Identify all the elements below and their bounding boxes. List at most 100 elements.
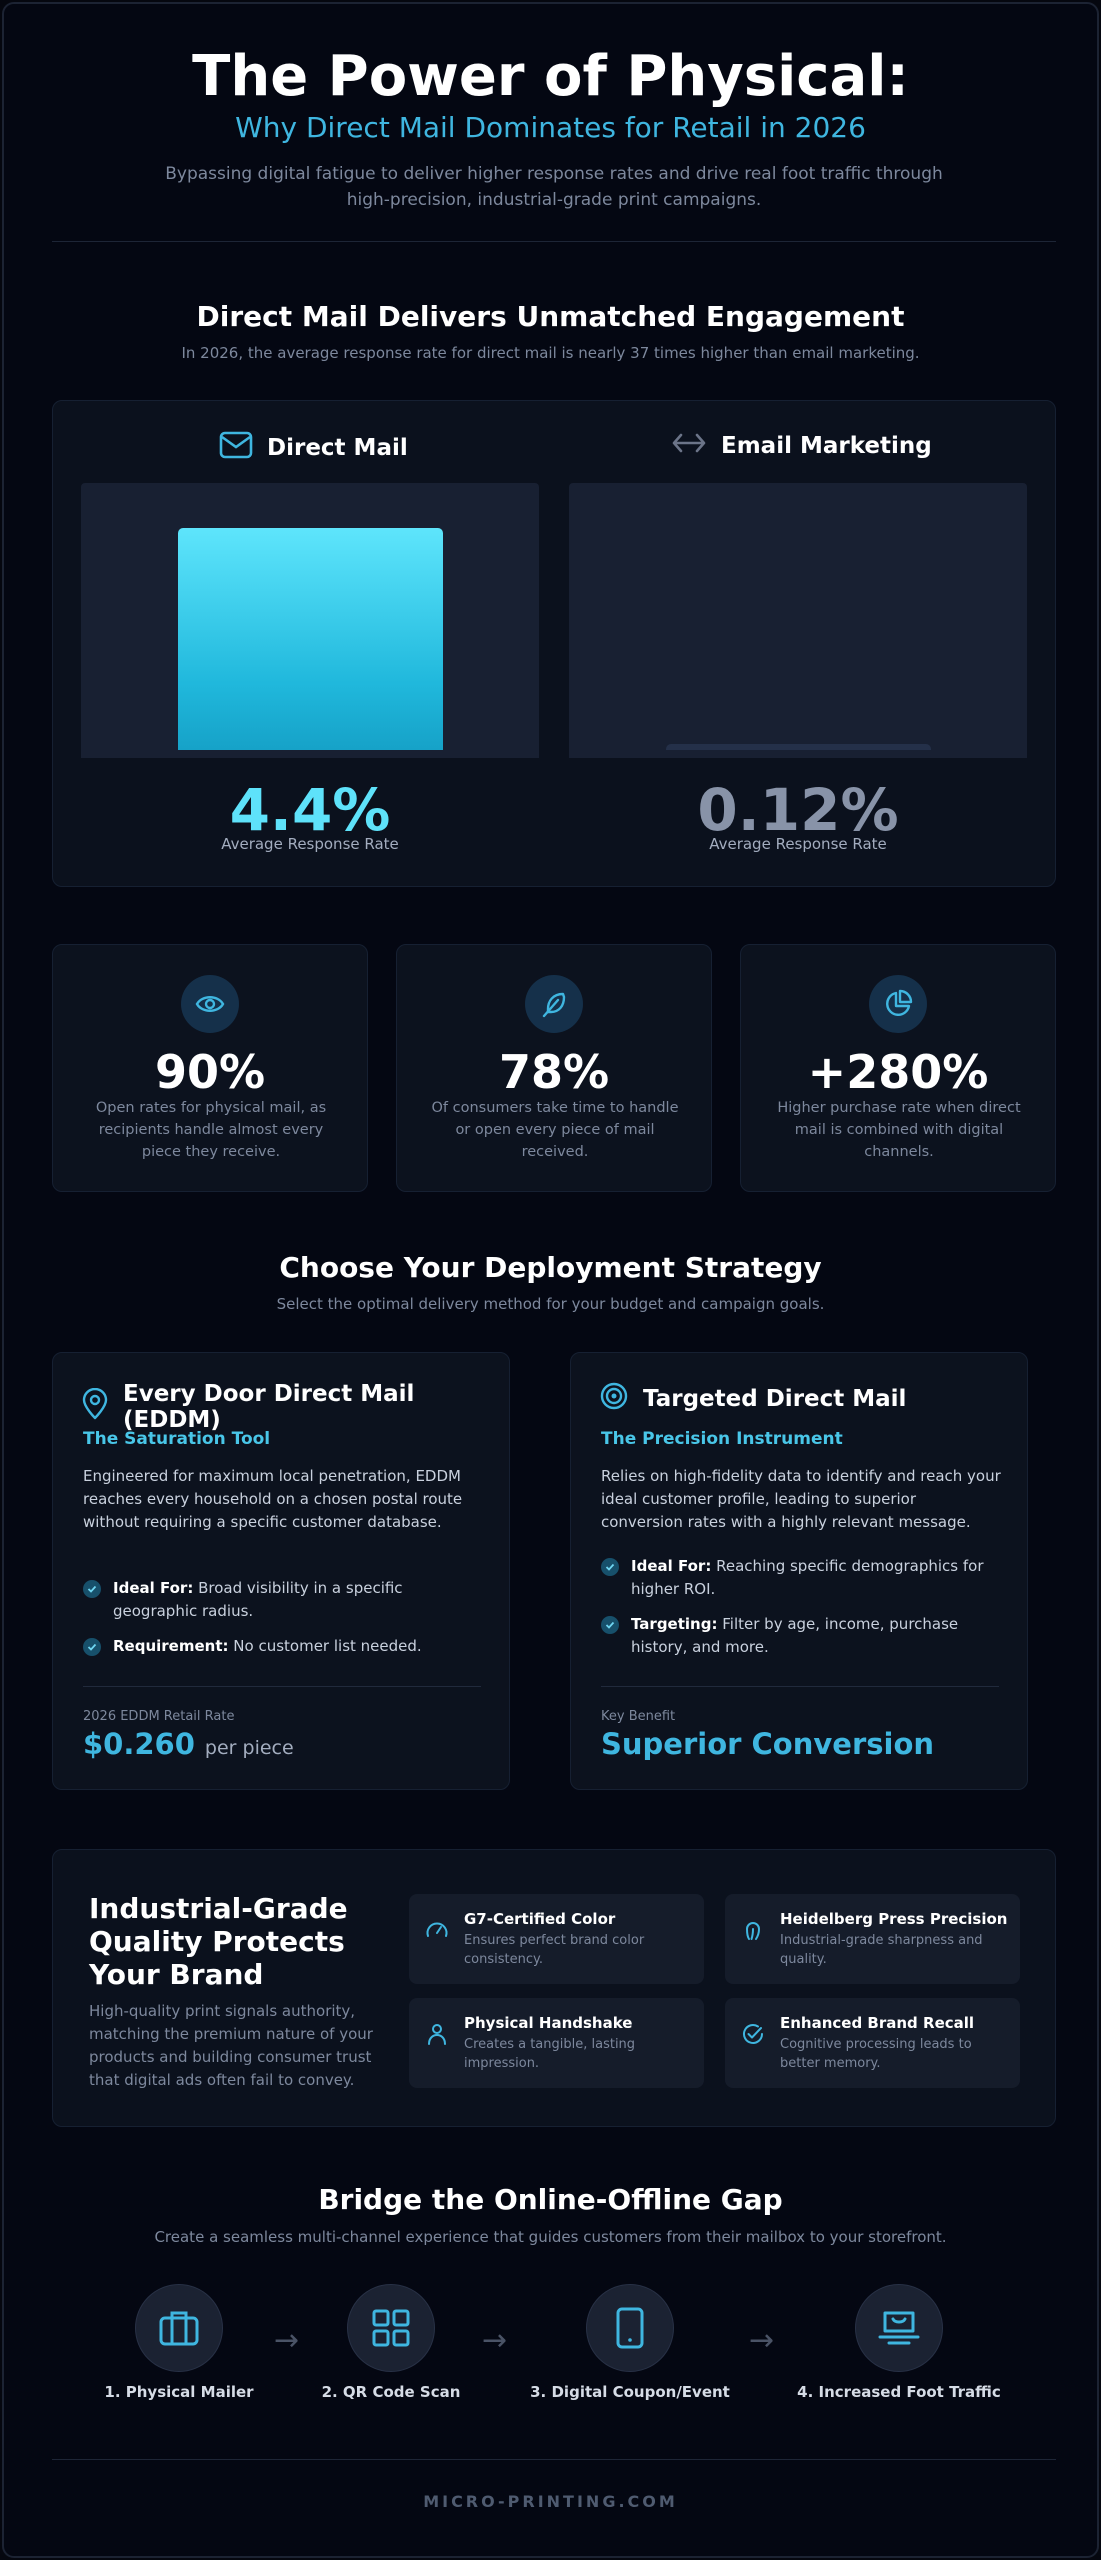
smartphone-icon <box>586 2284 674 2372</box>
bridge-title: Bridge the Online-Offline Gap <box>318 2183 783 2216</box>
quality-tile: G7-Certified Color Ensures perfect brand… <box>409 1894 704 1984</box>
target-icon <box>599 1381 629 1417</box>
divider <box>52 2459 1056 2460</box>
tile-title: Enhanced Brand Recall <box>780 2014 975 2032</box>
map-pin-icon <box>81 1387 109 1426</box>
bridge-subtitle: Create a seamless multi-channel experien… <box>154 2228 947 2246</box>
storefront-icon <box>855 2284 943 2372</box>
eye-icon <box>181 975 239 1033</box>
stat-value: 78% <box>498 1045 610 1099</box>
tile-description: Industrial-grade sharpness and quality. <box>780 1933 983 1967</box>
divider <box>83 1686 481 1687</box>
email-marketing-bar <box>665 743 931 750</box>
stat-card-purchase-rate: +280% Higher purchase rate when direct m… <box>740 944 1056 1192</box>
response-rate-chart-card: Direct Mail Email Marketing 4.4% Average… <box>52 400 1056 887</box>
stat-card-open-rate: 90% Open rates for physical mail, as rec… <box>52 944 368 1192</box>
targeted-benefit: Superior Conversion <box>601 1727 934 1761</box>
arrow-right-icon: → <box>482 2323 508 2358</box>
quality-tile: Physical Handshake Creates a tangible, l… <box>409 1998 704 2088</box>
eddm-point: Requirement: No customer list needed. <box>83 1635 483 1658</box>
point-label: Ideal For: <box>631 1557 712 1575</box>
stat-description: Higher purchase rate when direct mail is… <box>777 1100 1021 1160</box>
eddm-description: Engineered for maximum local penetration… <box>83 1467 463 1531</box>
divider <box>601 1686 999 1687</box>
quality-description: High-quality print signals authority, ma… <box>89 2002 373 2089</box>
direct-mail-heading: Direct Mail <box>219 431 408 465</box>
eddm-card: Every Door Direct Mail (EDDM) The Satura… <box>52 1352 510 1790</box>
point-label: Targeting: <box>631 1615 718 1633</box>
check-icon <box>601 1616 619 1634</box>
tile-title: G7-Certified Color <box>464 1910 616 1928</box>
pie-chart-icon <box>869 975 927 1033</box>
tile-description: Cognitive processing leads to better mem… <box>780 2037 972 2071</box>
step-label: 1. Physical Mailer <box>104 2383 254 2401</box>
step-label: 3. Digital Coupon/Event <box>530 2383 730 2401</box>
targeted-heading: Targeted Direct Mail <box>599 1381 906 1417</box>
step-label: 2. QR Code Scan <box>321 2383 461 2401</box>
point-label: Ideal For: <box>113 1579 194 1597</box>
targeted-benefit-label: Key Benefit <box>601 1709 676 1724</box>
step-label: 4. Increased Foot Traffic <box>797 2383 1001 2401</box>
email-marketing-value: 0.12% <box>697 776 899 844</box>
direct-mail-label: Direct Mail <box>267 435 408 461</box>
engagement-subtitle: In 2026, the average response rate for d… <box>181 344 920 362</box>
engagement-title: Direct Mail Delivers Unmatched Engagemen… <box>196 300 905 333</box>
email-marketing-label: Email Marketing <box>721 433 932 459</box>
email-marketing-caption: Average Response Rate <box>709 835 887 853</box>
point-text: Reaching specific demographics for highe… <box>631 1557 984 1598</box>
footer-brand: MICRO-PRINTING.COM <box>423 2492 678 2511</box>
check-icon <box>83 1638 101 1656</box>
targeted-description: Relies on high-fidelity data to identify… <box>601 1467 1001 1531</box>
stat-card-handle: 78% Of consumers take time to handle or … <box>396 944 712 1192</box>
tile-description: Ensures perfect brand color consistency. <box>464 1933 645 1967</box>
direct-mail-plot <box>81 483 539 758</box>
eddm-rate-value: $0.260 <box>83 1727 195 1761</box>
email-marketing-heading: Email Marketing <box>671 431 932 461</box>
targeted-title: Targeted Direct Mail <box>643 1386 907 1412</box>
point-text: Broad visibility in a specific geographi… <box>113 1579 403 1620</box>
targeted-point: Targeting: Filter by age, income, purcha… <box>601 1613 1001 1659</box>
briefcase-icon <box>135 2284 223 2372</box>
check-icon <box>83 1580 101 1598</box>
envelope-icon <box>219 431 253 465</box>
stat-description: Of consumers take time to handle or open… <box>431 1100 679 1160</box>
direct-mail-bar <box>177 528 443 750</box>
feather-icon <box>525 975 583 1033</box>
point-text: No customer list needed. <box>233 1637 422 1655</box>
targeted-tag: The Precision Instrument <box>601 1429 843 1449</box>
stat-value: 90% <box>154 1045 266 1099</box>
qr-code-icon <box>347 2284 435 2372</box>
badge-check-icon <box>741 2022 765 2046</box>
intro-text: Bypassing digital fatigue to deliver hig… <box>165 164 943 210</box>
direct-mail-caption: Average Response Rate <box>221 835 399 853</box>
arrow-right-icon: → <box>274 2323 300 2358</box>
person-icon <box>425 2022 449 2046</box>
tile-description: Creates a tangible, lasting impression. <box>464 2037 636 2071</box>
arrow-right-icon: → <box>749 2323 775 2358</box>
quality-title: Industrial-Grade Quality Protects Your B… <box>89 1892 348 1991</box>
gauge-icon <box>425 1918 449 1942</box>
stat-value: +280% <box>807 1045 989 1099</box>
strategy-title: Choose Your Deployment Strategy <box>279 1251 822 1284</box>
page-subtitle: Why Direct Mail Dominates for Retail in … <box>235 111 866 144</box>
eddm-tag: The Saturation Tool <box>83 1429 271 1449</box>
targeted-card: Targeted Direct Mail The Precision Instr… <box>570 1352 1028 1790</box>
eddm-title: Every Door Direct Mail (EDDM) <box>123 1381 415 1433</box>
quality-section: Industrial-Grade Quality Protects Your B… <box>52 1849 1056 2127</box>
eddm-rate-label: 2026 EDDM Retail Rate <box>83 1709 235 1724</box>
divider <box>52 241 1056 242</box>
point-text: Filter by age, income, purchase history,… <box>631 1615 959 1656</box>
email-marketing-plot <box>569 483 1027 758</box>
tile-title: Physical Handshake <box>464 2014 633 2032</box>
check-icon <box>601 1558 619 1576</box>
fingerprint-icon <box>741 1918 765 1942</box>
targeted-point: Ideal For: Reaching specific demographic… <box>601 1555 1001 1601</box>
eddm-heading: Every Door Direct Mail (EDDM) <box>81 1381 509 1433</box>
stat-description: Open rates for physical mail, as recipie… <box>95 1100 327 1160</box>
direct-mail-value: 4.4% <box>229 776 391 844</box>
strategy-subtitle: Select the optimal delivery method for y… <box>276 1295 825 1313</box>
eddm-rate-unit: per piece <box>204 1737 294 1759</box>
tile-title: Heidelberg Press Precision <box>780 1910 1008 1928</box>
page-title: The Power of Physical: <box>192 44 909 109</box>
